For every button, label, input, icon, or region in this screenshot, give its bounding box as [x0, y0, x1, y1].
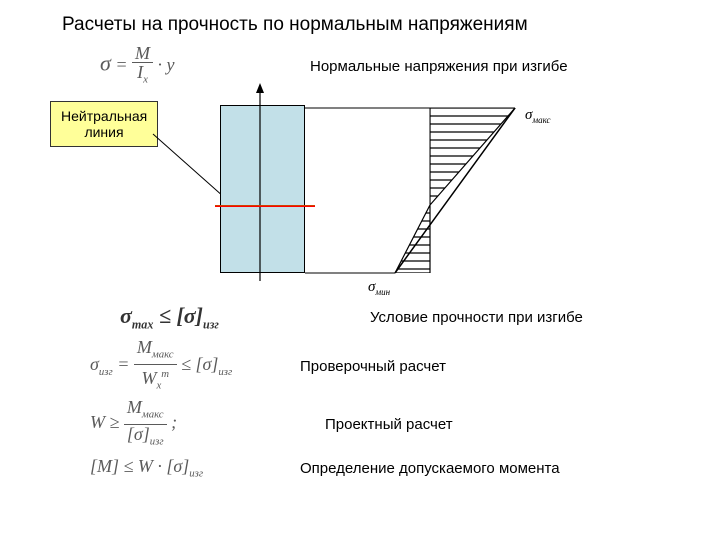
eq1-row: σ = MIx · y Нормальные напряжения при из…	[100, 44, 688, 89]
eq3-label: Проверочный расчет	[300, 358, 446, 375]
eq2-row: σmax ≤ [σ]изг Условие прочности при изги…	[120, 303, 688, 332]
sigma-max-label: σмакс	[525, 107, 551, 125]
eq4-formula: W ≥ Mмакс[σ]изг ;	[90, 398, 270, 450]
hatch-top	[430, 108, 516, 206]
eq5-row: [M] ≤ W · [σ]изг Определение допускаемог…	[90, 456, 688, 480]
eq2-label: Условие прочности при изгибе	[370, 309, 583, 326]
eq3-formula: σизг = MмаксWxm ≤ [σ]изг	[90, 338, 270, 394]
sigma-min-label: σмин	[368, 279, 390, 297]
page-title: Расчеты на прочность по нормальным напря…	[62, 14, 688, 36]
eq2-formula: σmax ≤ [σ]изг	[120, 303, 340, 332]
eq3-row: σизг = MмаксWxm ≤ [σ]изг Проверочный рас…	[90, 338, 688, 394]
eq4-row: W ≥ Mмакс[σ]изг ; Проектный расчет	[90, 398, 688, 450]
hatch-bottom	[395, 205, 431, 273]
eq5-label: Определение допускаемого момента	[300, 460, 560, 477]
eq5-formula: [M] ≤ W · [σ]изг	[90, 456, 270, 480]
eq4-label: Проектный расчет	[325, 416, 453, 433]
eq1-label: Нормальные напряжения при изгибе	[310, 58, 568, 75]
bending-stress-diagram: Нейтральная линия	[120, 93, 620, 293]
callout-line2: линия	[84, 124, 123, 140]
